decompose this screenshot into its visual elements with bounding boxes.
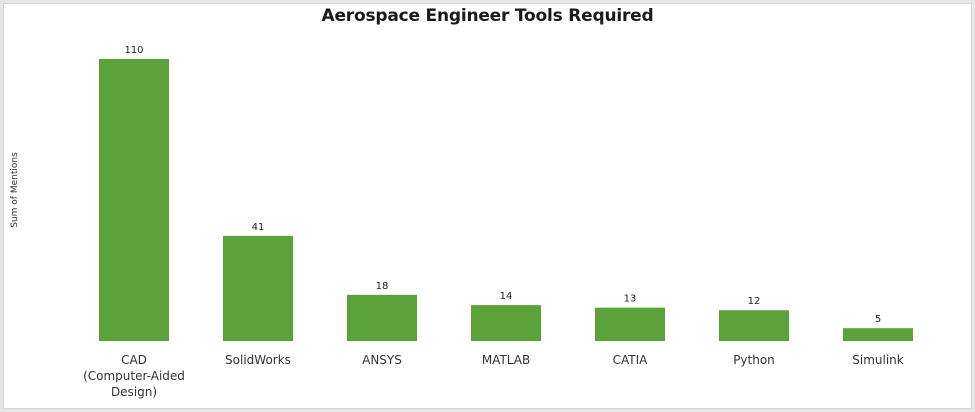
- x-tick-label-6: Simulink: [852, 353, 904, 367]
- bar-0[interactable]: [99, 59, 169, 341]
- data-label-6: 5: [875, 314, 881, 325]
- x-tick-label-0: CAD (Computer-Aided Design): [83, 353, 185, 399]
- bar-4[interactable]: [595, 307, 665, 341]
- x-tick-label-5: Python: [733, 353, 775, 367]
- bar-5[interactable]: [719, 310, 789, 341]
- bar-3[interactable]: [471, 305, 541, 341]
- x-tick-label-4: CATIA: [613, 353, 649, 367]
- data-label-4: 13: [624, 294, 637, 305]
- data-label-5: 12: [748, 296, 761, 307]
- data-label-3: 14: [500, 291, 513, 302]
- data-label-2: 18: [376, 281, 389, 292]
- x-tick-label-2: ANSYS: [362, 353, 402, 367]
- data-label-0: 110: [124, 45, 143, 56]
- bar-6[interactable]: [843, 328, 913, 341]
- bar-1[interactable]: [223, 235, 293, 341]
- chart-title: Aerospace Engineer Tools Required: [321, 6, 654, 26]
- x-tick-label-3: MATLAB: [482, 353, 530, 367]
- x-tick-label-1: SolidWorks: [225, 353, 291, 367]
- bar-2[interactable]: [347, 294, 417, 341]
- data-label-1: 41: [252, 222, 265, 233]
